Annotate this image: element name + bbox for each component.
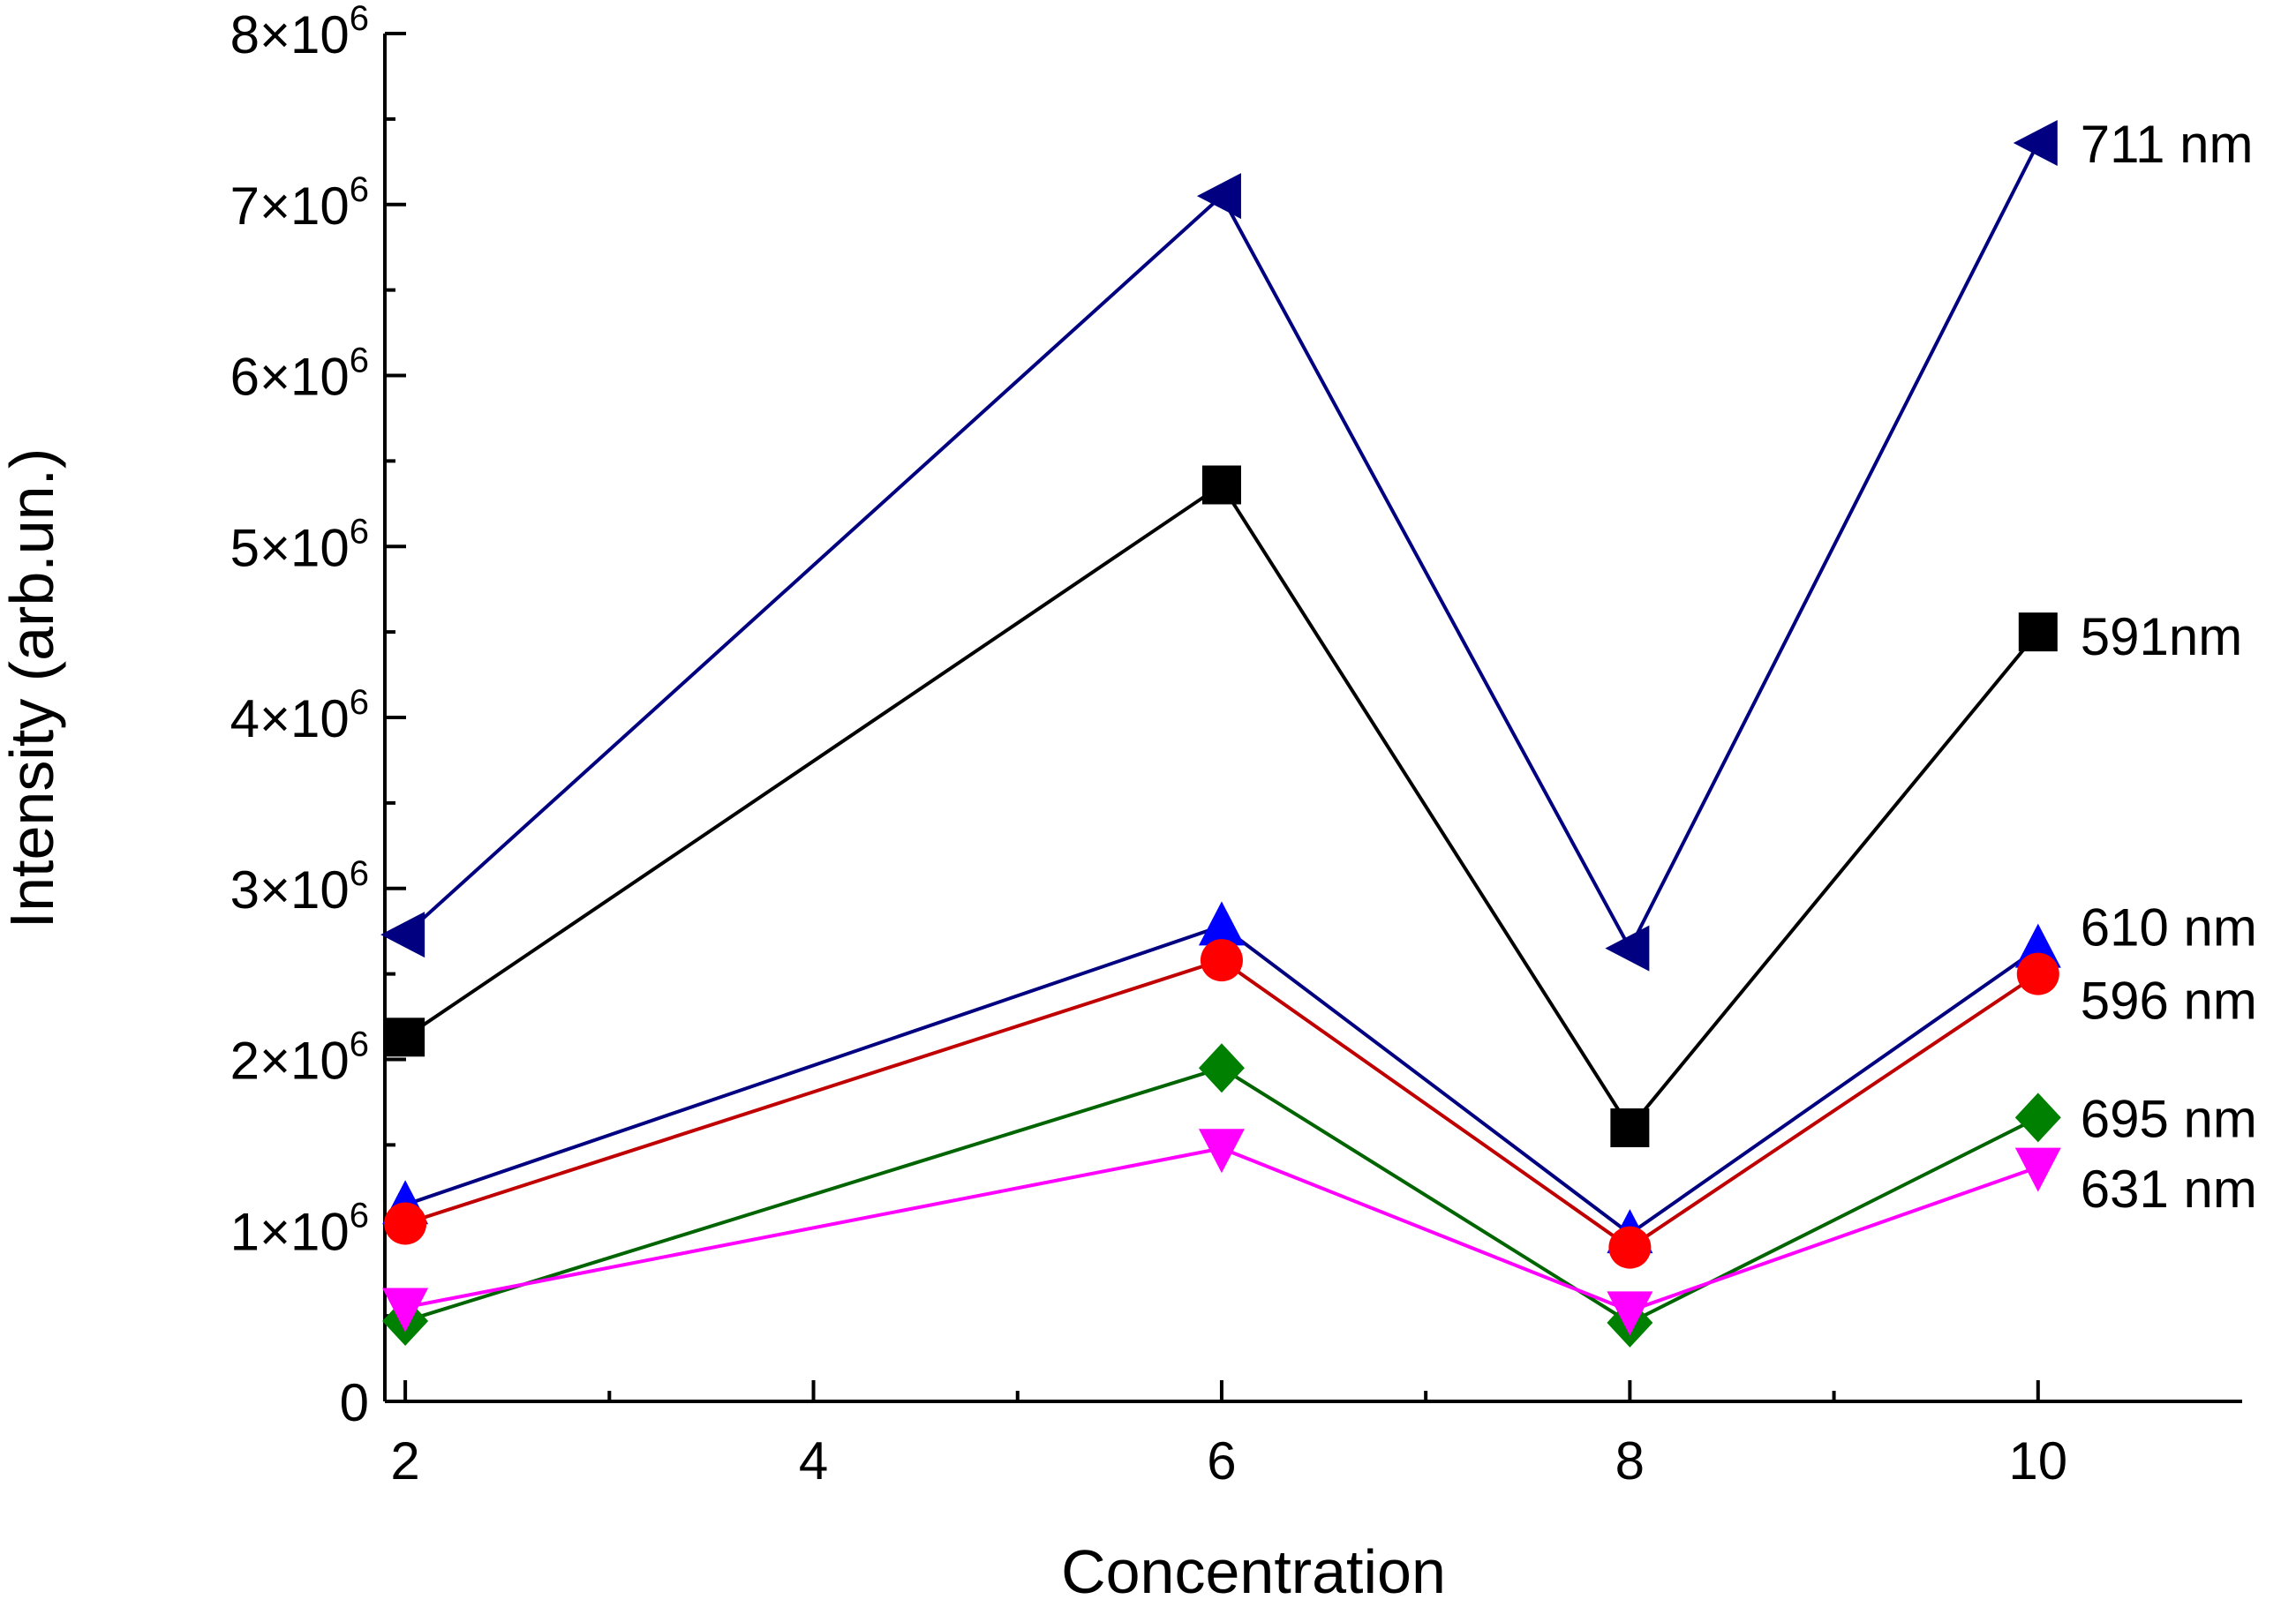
data-point xyxy=(2014,1147,2061,1192)
series-631-nm xyxy=(382,1129,2061,1336)
data-point xyxy=(2018,612,2058,652)
series-label: 711 nm xyxy=(2081,115,2254,174)
y-tick-label: 0 xyxy=(340,1373,369,1432)
y-tick-label: 7×106 xyxy=(230,170,369,236)
labels-layer: 711 nm 591nm 610 nm 596 nm 695 nm 631 nm xyxy=(2081,115,2257,1219)
series-label: 591nm xyxy=(2081,607,2242,666)
y-tick-label: 1×106 xyxy=(230,1196,369,1261)
y-tick-label: 2×106 xyxy=(230,1025,369,1091)
y-tick-label: 6×106 xyxy=(230,342,369,407)
axes: 0 1×106 2×106 3×106 4×106 5×106 6×106 7×106 8×10… xyxy=(230,0,2242,1491)
data-point xyxy=(1198,901,1245,946)
series-label: 610 nm xyxy=(2081,897,2257,957)
y-tick-label: 4×106 xyxy=(230,683,369,748)
x-tick-label: 2 xyxy=(390,1431,419,1491)
data-point xyxy=(384,1202,427,1245)
data-point xyxy=(2014,1093,2061,1143)
series-line xyxy=(404,1146,2039,1313)
series-label: 596 nm xyxy=(2081,972,2257,1031)
x-tick-label: 4 xyxy=(799,1431,828,1491)
y-axis-title: Intensity (arb.un.) xyxy=(0,448,66,929)
x-axis-title: Concentration xyxy=(1061,1537,1446,1606)
data-point xyxy=(1608,1226,1652,1269)
series-layer xyxy=(380,120,2061,1348)
data-point xyxy=(1605,925,1650,972)
y-tick-label: 8×106 xyxy=(230,0,369,64)
series-591nm xyxy=(386,465,2058,1147)
data-point xyxy=(1198,1043,1245,1093)
y-tick-label: 3×106 xyxy=(230,854,369,920)
series-695-nm xyxy=(382,1043,2061,1348)
y-tick-label: 5×106 xyxy=(230,512,369,577)
series-label: 695 nm xyxy=(2081,1089,2257,1148)
data-point xyxy=(2013,120,2058,166)
data-point xyxy=(2016,952,2059,995)
series-711-nm xyxy=(380,120,2058,972)
x-tick-label: 10 xyxy=(2008,1431,2067,1491)
data-point xyxy=(1607,1291,1653,1336)
x-tick-label: 8 xyxy=(1615,1431,1645,1491)
series-line xyxy=(404,1066,2039,1325)
series-label: 631 nm xyxy=(2081,1160,2257,1219)
data-point xyxy=(1201,465,1241,505)
data-point xyxy=(382,1288,429,1333)
series-596-nm xyxy=(384,939,2059,1269)
data-point xyxy=(1198,1129,1245,1174)
x-tick-label: 6 xyxy=(1207,1431,1236,1491)
data-point xyxy=(1196,173,1241,220)
data-point xyxy=(386,1018,425,1057)
data-point xyxy=(1200,939,1243,982)
series-line xyxy=(404,482,2040,1131)
series-line xyxy=(403,142,2040,952)
series-line xyxy=(404,957,2039,1250)
series-line xyxy=(404,924,2039,1236)
data-point xyxy=(1610,1108,1650,1147)
data-point xyxy=(380,912,425,958)
